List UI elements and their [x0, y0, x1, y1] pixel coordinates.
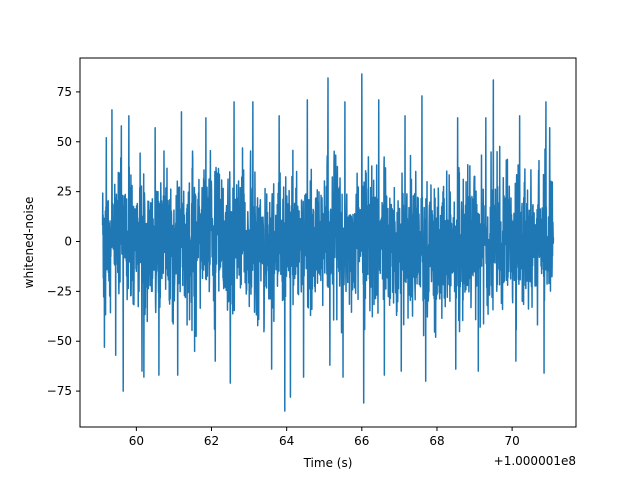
x-tick-label: 64 [279, 434, 294, 448]
y-tick-label: −50 [47, 334, 72, 348]
x-tick-label: 70 [504, 434, 519, 448]
y-tick-label: 0 [64, 235, 72, 249]
plot-area [101, 73, 555, 412]
x-axis-label: Time (s) [303, 456, 353, 470]
axes-frame [79, 57, 577, 428]
x-tick-label: 60 [129, 434, 144, 448]
x-axis-offset-label: +1.000001e8 [494, 454, 576, 468]
y-tick-label: 50 [57, 135, 72, 149]
y-tick-label: 25 [57, 185, 72, 199]
y-tick-label: −75 [47, 384, 72, 398]
x-tick-label: 68 [429, 434, 444, 448]
y-tick-label: −25 [47, 284, 72, 298]
x-tick-label: 66 [354, 434, 369, 448]
y-tick-label: 75 [57, 85, 72, 99]
whitened-noise-series-line [101, 73, 555, 412]
y-axis-label: whitened-noise [22, 197, 36, 289]
x-tick-label: 62 [204, 434, 219, 448]
axes: 60 62 64 66 68 70 −75 −50 −25 0 25 50 75 [47, 57, 577, 448]
axis-labels: Time (s) whitened-noise +1.000001e8 [22, 197, 576, 470]
